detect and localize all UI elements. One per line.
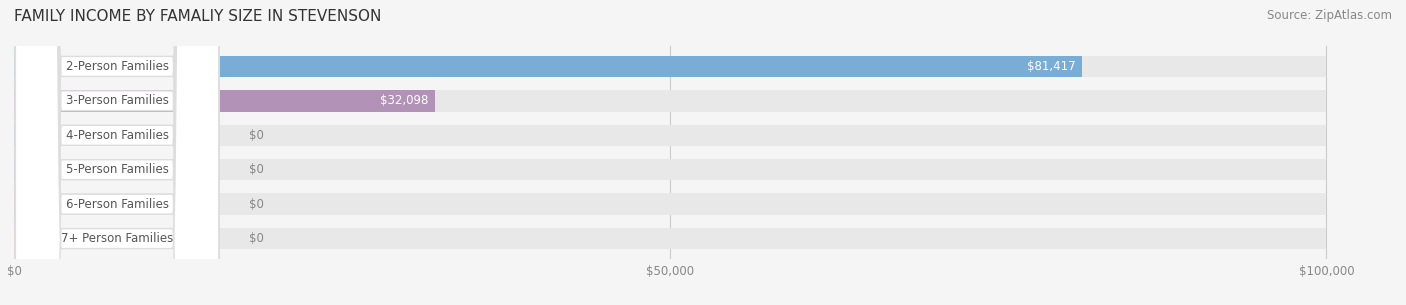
Bar <box>14 125 38 146</box>
Bar <box>14 228 1326 249</box>
Bar <box>14 159 1326 180</box>
Text: 3-Person Families: 3-Person Families <box>66 94 169 107</box>
Text: 4-Person Families: 4-Person Families <box>66 129 169 142</box>
Text: Source: ZipAtlas.com: Source: ZipAtlas.com <box>1267 9 1392 22</box>
Bar <box>14 56 1326 77</box>
Bar <box>14 228 38 249</box>
FancyBboxPatch shape <box>15 0 219 305</box>
FancyBboxPatch shape <box>15 0 219 305</box>
Text: 7+ Person Families: 7+ Person Families <box>60 232 173 245</box>
Text: $81,417: $81,417 <box>1028 60 1076 73</box>
FancyBboxPatch shape <box>15 0 219 305</box>
Bar <box>14 193 38 215</box>
FancyBboxPatch shape <box>15 0 219 305</box>
Text: $32,098: $32,098 <box>381 94 429 107</box>
Text: $0: $0 <box>249 163 264 176</box>
Bar <box>14 90 436 112</box>
Bar <box>14 159 38 180</box>
FancyBboxPatch shape <box>15 0 219 305</box>
Text: FAMILY INCOME BY FAMALIY SIZE IN STEVENSON: FAMILY INCOME BY FAMALIY SIZE IN STEVENS… <box>14 9 381 24</box>
Text: 2-Person Families: 2-Person Families <box>66 60 169 73</box>
Bar <box>14 125 1326 146</box>
Text: $0: $0 <box>249 129 264 142</box>
Text: $0: $0 <box>249 198 264 211</box>
Bar <box>14 90 1326 112</box>
Text: 5-Person Families: 5-Person Families <box>66 163 169 176</box>
Bar <box>14 56 1083 77</box>
Bar <box>14 193 1326 215</box>
Text: $0: $0 <box>249 232 264 245</box>
Text: 6-Person Families: 6-Person Families <box>66 198 169 211</box>
FancyBboxPatch shape <box>15 0 219 305</box>
